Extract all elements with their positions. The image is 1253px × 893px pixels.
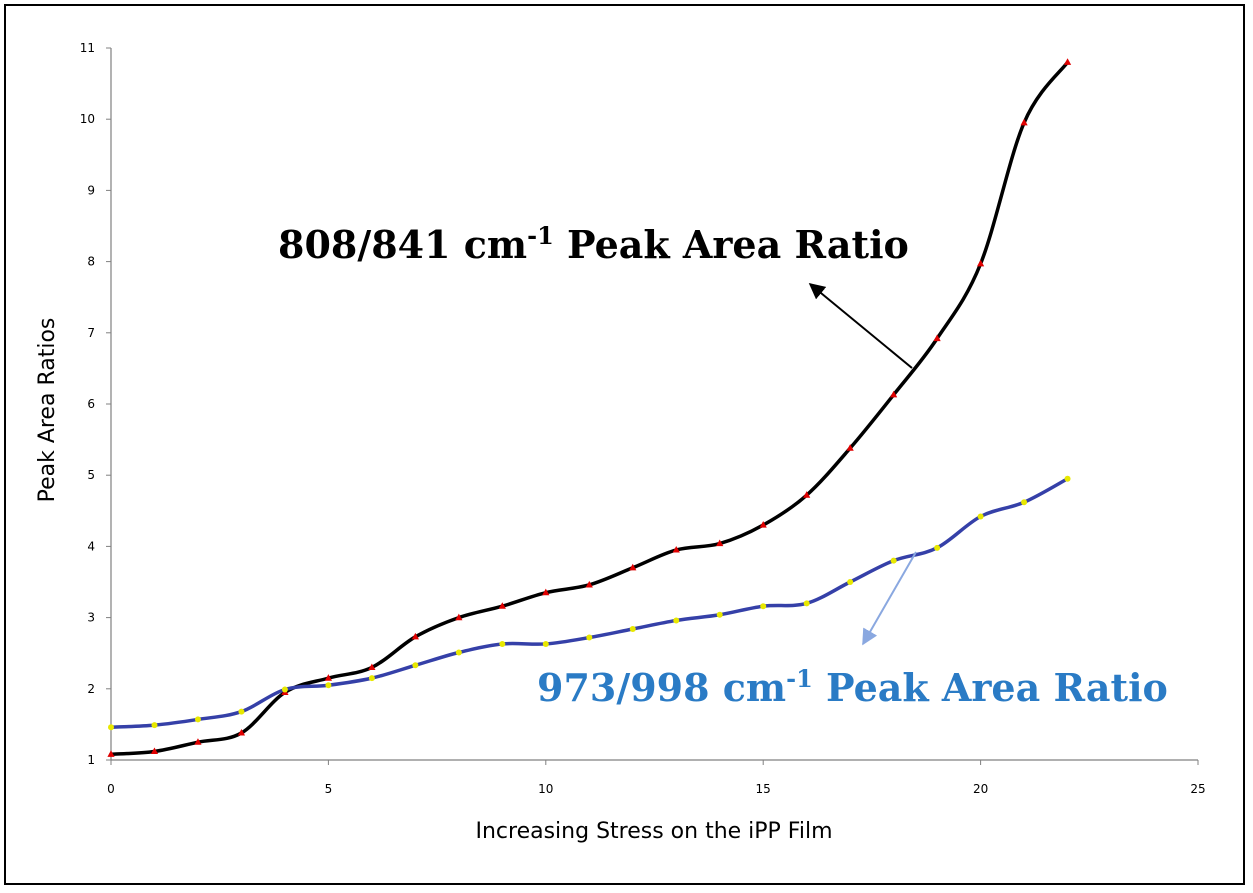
x-tick-label: 25	[1190, 782, 1205, 796]
series-s973-point	[412, 662, 419, 669]
chart-frame	[4, 4, 1245, 885]
series-s808-point	[324, 674, 332, 681]
annotation-973: 973/998 cm-1 Peak Area Ratio	[537, 551, 1168, 711]
y-axis-title: Peak Area Ratios	[35, 318, 60, 503]
axes	[110, 48, 1198, 761]
series-s973-point	[238, 708, 245, 715]
series-s808-point	[629, 563, 637, 571]
series-s808-point	[890, 390, 898, 398]
y-ticks: 1 2 3 4 5 6 7 8 9 10 11	[80, 41, 111, 767]
series-s973-point	[325, 682, 332, 689]
series-s808-point	[368, 663, 376, 671]
series-s973-point	[803, 600, 810, 607]
series-s973-point	[977, 513, 984, 520]
series-s973-point	[1064, 475, 1071, 482]
series-s808-point	[759, 521, 767, 528]
series-layer	[107, 58, 1072, 757]
series-s973-point	[716, 611, 723, 618]
series-s973-point	[847, 579, 854, 585]
x-axis-title: Increasing Stress on the iPP Film	[475, 819, 832, 844]
y-tick-label: 2	[87, 682, 95, 696]
series-s808-point	[1063, 58, 1072, 65]
y-tick-label: 4	[87, 539, 95, 553]
annotation-808-rest: Peak Area Ratio	[554, 222, 909, 267]
y-tick-label: 11	[80, 41, 95, 55]
x-ticks: 0 5 10 15 20 25	[107, 760, 1206, 796]
x-tick-label: 15	[756, 782, 771, 796]
y-tick-label: 5	[87, 468, 95, 482]
series-s973-point	[760, 603, 767, 610]
series-s808-point	[455, 613, 463, 621]
series-s973-point	[194, 716, 201, 723]
y-tick-label: 8	[87, 255, 95, 269]
series-s808-point	[498, 602, 506, 609]
series-s808-point	[194, 738, 202, 745]
series-s808-point	[150, 747, 159, 755]
y-tick-label: 7	[87, 326, 95, 340]
series-s973-point	[586, 634, 593, 641]
y-tick-label: 6	[87, 397, 95, 411]
series-s973-point	[151, 722, 158, 729]
series-s973-point	[629, 625, 636, 632]
series-s973-point	[499, 640, 506, 647]
series-s808-point	[1020, 118, 1028, 126]
series-s973-point	[934, 544, 941, 551]
series-s808-point	[237, 728, 246, 736]
annotation-973-sup: -1	[786, 664, 813, 693]
series-s808-point	[716, 539, 724, 547]
series-s973-point	[368, 675, 375, 682]
annotation-808-arrow	[808, 282, 913, 369]
series-s973-point	[673, 617, 680, 624]
series-s808-point	[542, 588, 550, 596]
series-s808-point	[977, 259, 985, 267]
series-s808-point	[411, 632, 419, 640]
x-tick-label: 10	[538, 782, 553, 796]
y-tick-label: 1	[87, 753, 95, 767]
y-tick-label: 9	[87, 183, 95, 197]
series-s973	[108, 475, 1071, 731]
series-s808-point	[672, 545, 680, 553]
series-s973-point	[542, 640, 549, 647]
series-s808	[107, 58, 1072, 757]
annotation-808-label: 808/841 cm-1 Peak Area Ratio	[278, 221, 909, 268]
annotation-808-sup: -1	[527, 221, 554, 250]
x-tick-label: 20	[973, 782, 988, 796]
annotation-973-arrow	[862, 551, 917, 646]
annotation-973-base: 973/998 cm	[537, 665, 786, 710]
annotation-973-label: 973/998 cm-1 Peak Area Ratio	[537, 664, 1168, 711]
series-s808-line	[109, 60, 1070, 757]
annotation-973-rest: Peak Area Ratio	[813, 665, 1168, 710]
x-tick-label: 0	[107, 782, 115, 796]
series-s808-point	[107, 750, 115, 757]
series-s808-point	[803, 491, 811, 498]
x-tick-label: 5	[325, 782, 333, 796]
annotation-808-base: 808/841 cm	[278, 222, 527, 267]
series-s973-point	[281, 686, 288, 693]
series-s973-point	[890, 557, 897, 564]
series-s808-point	[846, 444, 854, 451]
series-s808-point	[585, 580, 593, 588]
series-s973-point	[108, 724, 114, 731]
series-s808-point	[933, 334, 941, 342]
y-tick-label: 3	[87, 611, 95, 625]
series-s973-point	[1021, 499, 1028, 506]
series-s973-point	[455, 649, 462, 656]
y-tick-label: 10	[80, 112, 95, 126]
annotation-808: 808/841 cm-1 Peak Area Ratio	[278, 221, 913, 369]
